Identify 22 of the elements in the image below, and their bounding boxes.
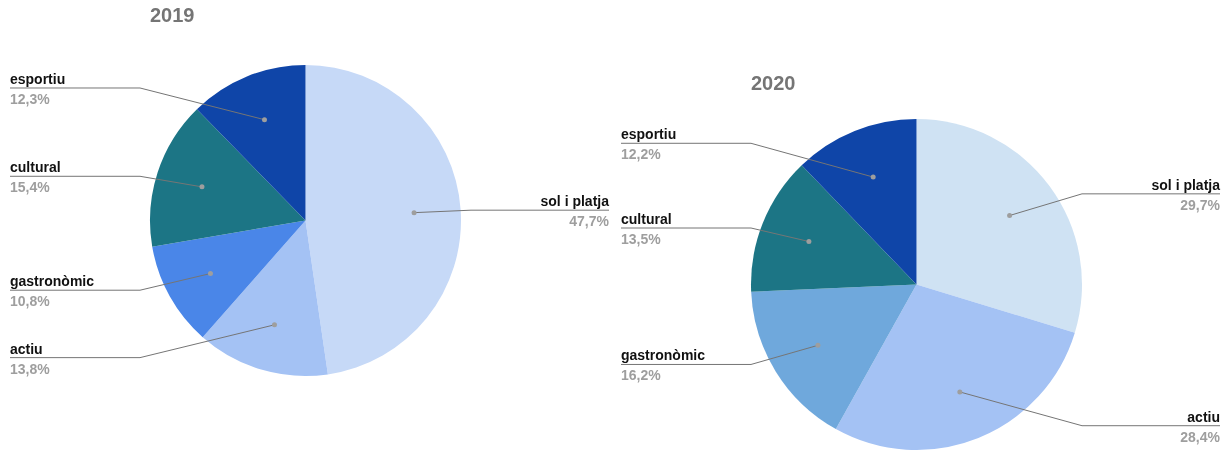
slice-label: cultural <box>621 211 672 227</box>
data-label: 10,8% <box>10 293 51 310</box>
data-label: 29,7% <box>1180 196 1221 213</box>
slice-label: gastronòmic <box>621 347 706 364</box>
data-label: 16,2% <box>621 367 662 384</box>
data-label: 13,8% <box>10 360 51 377</box>
slice-label: esportiu <box>10 70 66 87</box>
data-label: 12,3% <box>10 90 51 107</box>
data-label: 28,4% <box>1180 428 1221 445</box>
chart-title: 2020 <box>751 71 796 94</box>
chart-title: 2019 <box>150 3 195 26</box>
slice-label: esportiu <box>621 126 677 143</box>
data-label: 13,5% <box>621 231 662 247</box>
data-label: 15,4% <box>10 179 51 196</box>
slice-label: actiu <box>10 340 43 357</box>
data-label: 12,2% <box>621 146 662 163</box>
slice-label: cultural <box>10 159 61 176</box>
slice-label: sol i platja <box>540 193 610 210</box>
slice-label: gastronòmic <box>10 273 95 290</box>
slice-label: actiu <box>1187 408 1220 425</box>
data-label: 47,7% <box>569 213 610 230</box>
slice-label: sol i platja <box>1151 176 1221 193</box>
